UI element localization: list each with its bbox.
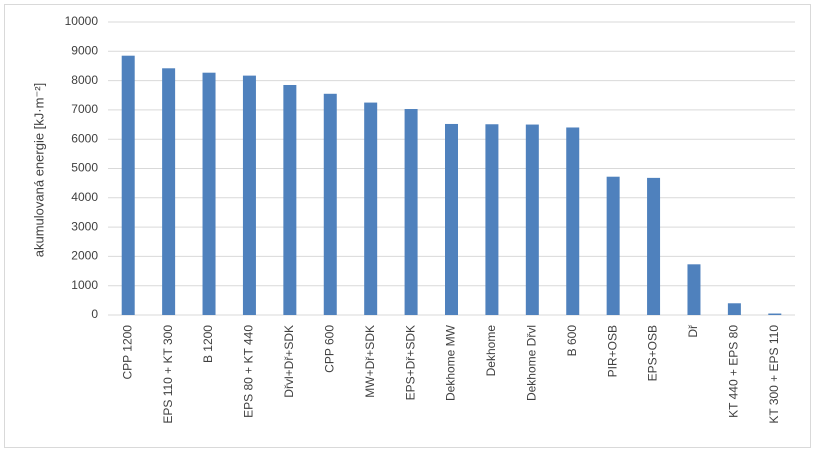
bar	[727, 303, 741, 315]
y-tick-label: 0	[91, 307, 98, 321]
y-tick-label: 1000	[71, 278, 98, 292]
bar	[687, 264, 701, 315]
y-tick-label: 10000	[65, 14, 99, 28]
y-axis-title: akumulovaná energie [kJ·m⁻²]	[31, 83, 46, 258]
y-tick-label: 3000	[71, 219, 98, 233]
x-tick-label: PIR+OSB	[605, 325, 619, 377]
bar	[283, 84, 297, 316]
y-tick-label: 6000	[71, 131, 98, 145]
bar	[566, 127, 580, 315]
x-tick-label: CPP 600	[322, 325, 336, 373]
bar	[525, 124, 539, 315]
bar	[242, 75, 256, 315]
bar	[364, 102, 378, 315]
y-tick-label: 5000	[71, 161, 98, 175]
x-tick-label: MW+Dř+SDK	[363, 325, 377, 398]
bar	[162, 68, 176, 315]
bar	[323, 93, 337, 315]
bar	[404, 109, 418, 316]
x-tick-label: EPS+Dř+SDK	[403, 325, 417, 400]
bar	[445, 123, 458, 316]
y-tick-label: 8000	[71, 73, 98, 87]
y-tick-label: 7000	[71, 102, 98, 116]
x-tick-label: B 1200	[201, 325, 215, 363]
bar	[606, 176, 620, 315]
bar	[202, 72, 216, 316]
x-tick-label: KT 440 + EPS 80	[727, 325, 741, 418]
bar	[647, 177, 661, 315]
x-tick-label: EPS 110 + KT 300	[161, 325, 175, 424]
x-tick-label: Dř	[686, 324, 700, 338]
x-tick-label: KT 300 + EPS 110	[767, 325, 781, 424]
bar	[121, 55, 135, 315]
x-tick-label: Dekhome MW	[444, 324, 458, 401]
x-tick-label: EPS+OSB	[646, 325, 660, 381]
x-tick-label: Dekhome	[484, 325, 498, 377]
x-tick-label: B 600	[565, 325, 579, 357]
x-tick-label: Dekhome Dřvl	[524, 325, 538, 401]
x-tick-label: Dřvl+Dř+SDK	[282, 325, 296, 398]
x-tick-label: EPS 80 + KT 440	[242, 325, 256, 418]
y-tick-label: 4000	[71, 190, 98, 204]
bar	[485, 124, 499, 315]
y-tick-label: 2000	[71, 249, 98, 263]
y-tick-label: 9000	[71, 43, 98, 57]
x-tick-label: CPP 1200	[120, 325, 134, 380]
bar	[768, 313, 782, 315]
